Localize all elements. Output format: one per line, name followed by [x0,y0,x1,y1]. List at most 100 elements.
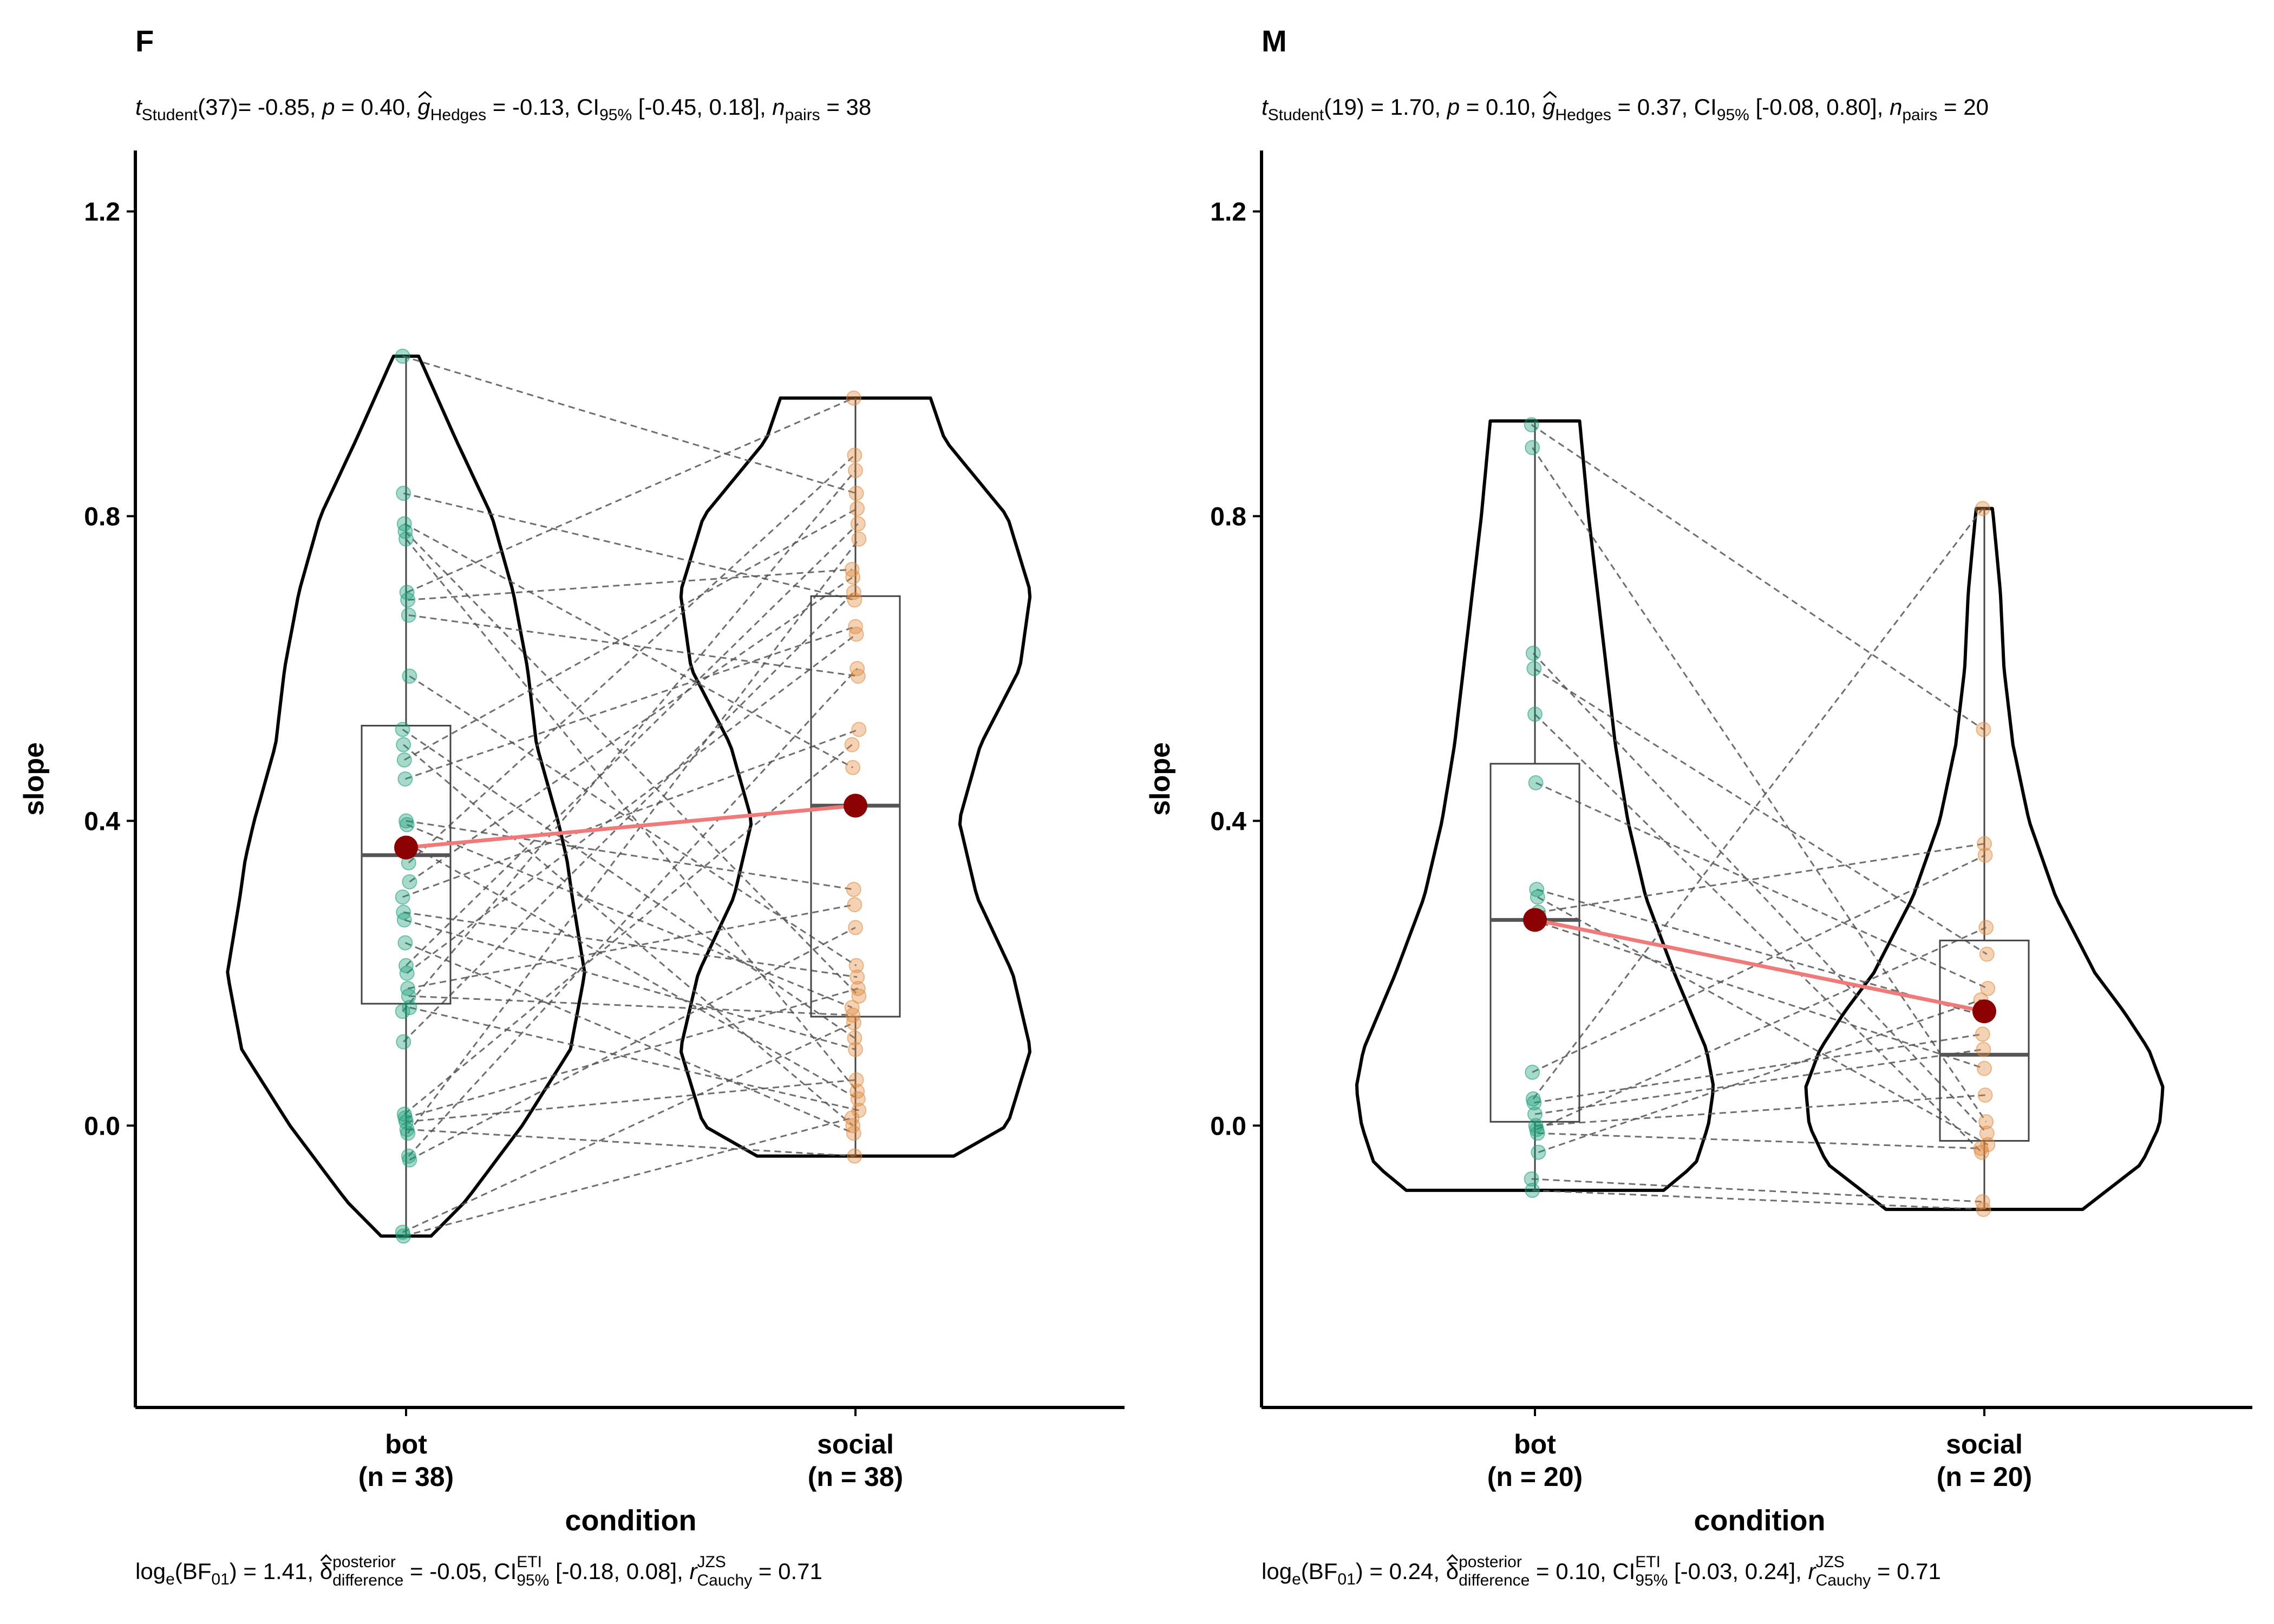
pair-line [403,1117,852,1237]
delta-label: δ [1446,1558,1459,1584]
bf-open: (BF [1301,1558,1338,1584]
pair-line [402,729,859,898]
bayes-caption: loge(BF01) = 0.24, δposterior difference … [1262,1553,1941,1589]
data-point-bot [399,585,415,600]
y-tick-label: 0.4 [84,807,120,836]
data-point-bot [396,905,411,920]
pair-line [1531,447,1987,1123]
data-point-social [844,737,860,752]
eti-superscript: ETI [1635,1553,1661,1571]
data-point-social [850,981,866,996]
x-tick-label: social [817,1429,894,1459]
data-point-social [847,447,862,463]
stat-g-value: = -0.13, CI [486,94,599,120]
data-point-social [846,882,861,898]
data-point-social [1979,946,1995,962]
box-bot [1489,763,1580,1123]
data-point-social [846,1015,861,1031]
data-point-social [845,569,861,585]
stat-g-subscript: Hedges [1555,106,1611,124]
data-point-bot [399,817,415,833]
bf-log-subscript: e [1292,1570,1301,1588]
data-point-social [850,660,865,676]
mean-point-bot [1523,908,1547,932]
delta-subscript: difference [1459,1571,1530,1589]
x-tick-label-n: (n = 38) [358,1462,454,1492]
stat-t-subscript: Student [1268,106,1324,124]
mean-point-bot [394,835,418,860]
r-superscript: JZS [1815,1553,1844,1571]
stat-df: (19) [1324,94,1364,120]
data-point-bot [396,516,412,532]
data-point-bot [397,523,413,539]
data-point-bot [395,722,410,737]
mean-line [1534,918,1985,1013]
stat-p-label: p [321,94,335,120]
data-point-social [1977,836,1992,852]
pair-line [403,492,855,601]
stat-t-label: t [1262,94,1269,120]
data-point-social [1978,1114,1994,1130]
pair-line [409,1006,859,1111]
hat-accent [1543,91,1557,99]
y-tick-label: 0.8 [84,502,120,531]
pair-line [407,397,854,593]
bf-log: log [1262,1558,1292,1584]
pair-line [1535,782,1989,990]
stat-p-value: = 0.40, [335,94,417,120]
data-point-bot [396,486,411,501]
data-point-bot [1531,1144,1546,1160]
data-point-bot [401,988,416,1004]
r-subscript: Cauchy [697,1571,753,1589]
data-point-bot [402,874,417,889]
y-tick-label: 0.0 [1210,1112,1246,1141]
pair-line [1538,999,1982,1153]
data-point-social [1977,1060,1992,1076]
data-point-bot [396,752,412,768]
x-tick-label: bot [1514,1429,1556,1459]
hat-accent [1446,1554,1459,1562]
data-point-bot [398,531,414,547]
violin-social [679,396,1032,1158]
data-point-social [846,390,861,406]
data-point-bot [396,912,412,928]
stat-n-label: n [772,94,785,120]
pair-line [1531,919,1985,1070]
pair-line [405,523,859,966]
bf-value: ) = 0.24, [1356,1558,1446,1584]
pair-line [403,744,854,1127]
data-point-bot [1526,660,1542,676]
data-point-social [845,1118,861,1134]
panel-title: M [1262,24,1287,58]
pair-line [408,454,855,863]
pair-line [1533,667,1988,955]
data-point-social [1976,722,1991,737]
data-point-bot [397,771,413,787]
data-point-bot [398,958,414,973]
x-tick-label: social [1946,1429,2023,1459]
delta-label: δ [320,1558,332,1584]
data-point-social [845,1007,861,1023]
data-point-social [1975,1194,1990,1210]
pair-line [402,1021,854,1233]
pair-line [1532,652,1988,1134]
data-point-bot [399,965,415,981]
data-point-social [847,1148,862,1164]
data-point-social [850,1083,865,1099]
data-point-social [847,592,862,608]
data-point-social [1975,1026,1990,1042]
pair-line [403,911,858,978]
data-point-bot [396,737,411,752]
stat-g-subscript: Hedges [430,106,486,124]
pair-line [407,538,860,1134]
data-point-social [848,958,864,973]
box-social [1939,939,2030,1142]
x-axis-label: condition [1694,1504,1826,1537]
pair-line [1534,713,1983,1153]
pair-line [1532,508,1983,1099]
stat-n-subscript: pairs [1902,106,1937,124]
pair-line [403,592,854,1043]
bf-subscript: 01 [1337,1570,1355,1588]
y-tick-label: 0.8 [1210,502,1246,531]
